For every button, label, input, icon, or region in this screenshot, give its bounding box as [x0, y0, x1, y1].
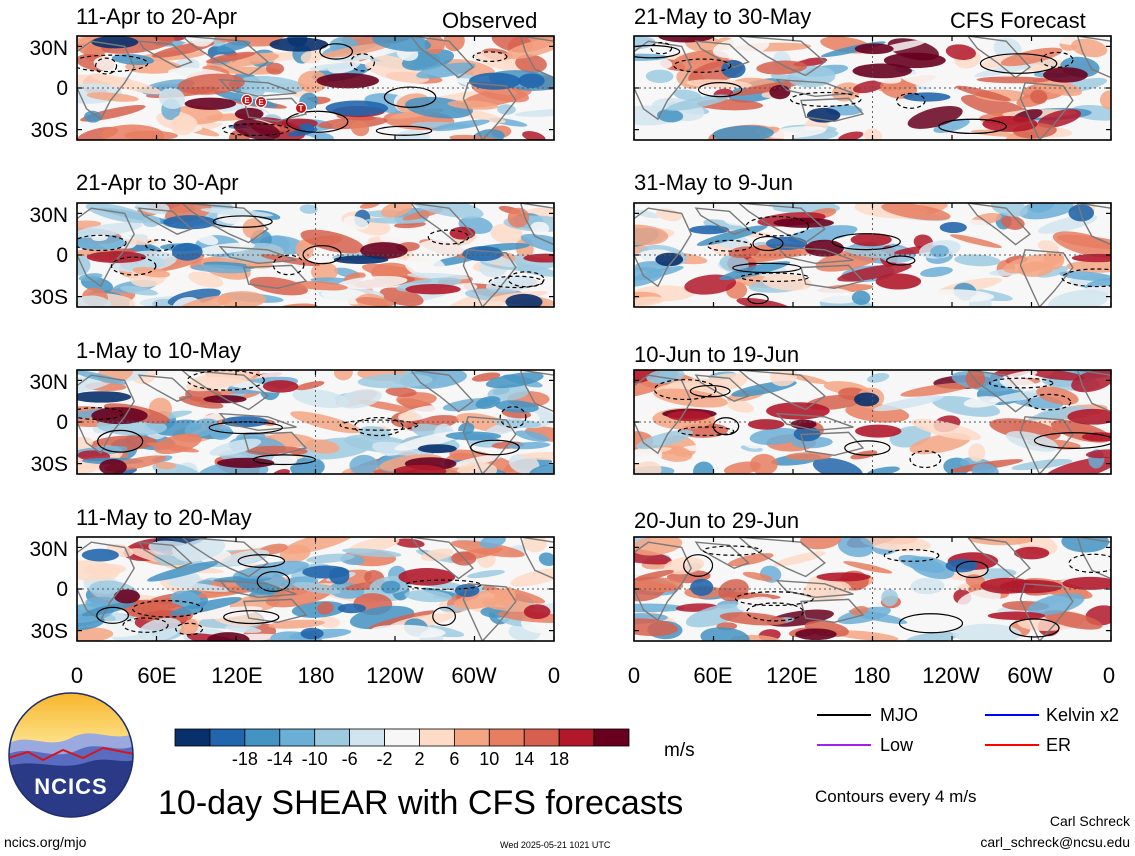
footer-author: Carl Schreck	[1049, 813, 1130, 829]
footer-email: carl_schreck@ncsu.edu	[980, 834, 1130, 850]
colorbar-label: -14	[266, 749, 293, 769]
colorbar-swatch	[349, 728, 385, 747]
panel-title-obs-4: 11-May to 20-May	[76, 505, 252, 530]
colorbar-swatch	[523, 728, 560, 747]
ylabel-p3-0: 0	[56, 411, 68, 434]
ylabel-p2-30s: 30S	[30, 286, 68, 309]
observed-label: Observed	[442, 8, 538, 33]
xlabel-left-0e: 0	[547, 663, 561, 688]
colorbar-label: 14	[514, 749, 535, 769]
footer-timestamp: Wed 2025-05-21 1021 UTC	[500, 840, 611, 850]
legend-line-low	[817, 744, 871, 746]
storm-marker: E	[255, 96, 267, 108]
map-panel-7	[634, 370, 1111, 474]
map-panel-4	[77, 537, 554, 641]
panel-title-obs-2: 21-Apr to 30-Apr	[76, 170, 239, 195]
colorbar-swatch	[488, 728, 525, 747]
colorbar-unit: m/s	[664, 740, 695, 761]
colorbar-label: -18	[231, 749, 258, 769]
ylabel-p4-30s: 30S	[30, 620, 68, 643]
ylabel-p4-0: 0	[56, 578, 68, 601]
xlabel-left-60w: 60W	[451, 663, 497, 688]
ylabel-p3-30s: 30S	[30, 453, 68, 476]
ylabel-p1-0: 0	[56, 77, 68, 100]
colorbar-swatch	[174, 728, 211, 747]
panel-title-obs-3: 1-May to 10-May	[76, 338, 242, 363]
xlabel-right-120w: 120W	[922, 663, 980, 688]
map-panel-5	[634, 36, 1111, 140]
ylabel-p2-30n: 30N	[29, 204, 68, 227]
map-panel-2	[77, 203, 554, 307]
map-panel-1	[77, 36, 554, 140]
colorbar-swatch	[244, 728, 281, 747]
map-panel-3	[77, 370, 554, 474]
legend-line-er	[985, 744, 1039, 746]
colorbar-label: -2	[376, 749, 393, 769]
ylabel-p2-0: 0	[56, 244, 68, 267]
footer-url: ncics.org/mjo	[4, 834, 87, 850]
ylabel-p4-30n: 30N	[29, 538, 68, 561]
xlabel-right-60e: 60E	[693, 663, 733, 688]
colorbar-label: -10	[301, 749, 328, 769]
xlabel-left-120w: 120W	[366, 663, 424, 688]
svg-text:E: E	[258, 98, 264, 107]
xlabel-left-60e: 60E	[137, 663, 177, 688]
xlabel-left-120e: 120E	[211, 663, 263, 688]
svg-text:T: T	[299, 104, 304, 113]
colorbar-swatch	[593, 728, 630, 747]
legend-line-kelvin	[985, 714, 1039, 716]
contour-note: Contours every 4 m/s	[815, 787, 977, 806]
legend-label-mjo: MJO	[880, 705, 918, 725]
colorbar-label: 18	[549, 749, 570, 769]
colorbar-label: 10	[479, 749, 500, 769]
panel-title-fc-3: 10-Jun to 19-Jun	[634, 342, 800, 367]
xlabel-right-180: 180	[853, 663, 891, 688]
colorbar-swatch	[558, 728, 595, 747]
colorbar-label: 2	[414, 749, 425, 769]
xlabel-right-120e: 120E	[766, 663, 818, 688]
map-panel-8	[634, 537, 1111, 641]
storm-marker: T	[295, 102, 307, 114]
xlabel-right-0: 0	[627, 663, 641, 688]
panel-title-fc-4: 20-Jun to 29-Jun	[634, 508, 800, 533]
colorbar-swatch	[279, 728, 316, 747]
xlabel-left-0: 0	[70, 663, 84, 688]
colorbar-label: -6	[341, 749, 358, 769]
panel-title-fc-2: 31-May to 9-Jun	[634, 170, 793, 195]
xlabel-left-180: 180	[297, 663, 335, 688]
logo-text: NCICS	[34, 774, 107, 799]
colorbar	[174, 728, 630, 747]
main-title: 10-day SHEAR with CFS forecasts	[158, 784, 684, 822]
panel-title-obs-1: 11-Apr to 20-Apr	[76, 4, 238, 29]
ylabel-p1-30n: 30N	[29, 37, 68, 60]
legend-line-mjo	[817, 714, 871, 716]
ylabel-p3-30n: 30N	[29, 371, 68, 394]
map-panels: E E T	[76, 35, 1112, 642]
colorbar-swatch	[314, 728, 351, 747]
xlabel-right-60w: 60W	[1007, 663, 1053, 688]
xlabel-right-0e: 0	[1102, 663, 1116, 688]
storm-marker: E	[241, 94, 253, 106]
map-panel-6	[634, 203, 1111, 307]
legend-label-er: ER	[1046, 735, 1072, 755]
colorbar-swatch	[384, 728, 420, 747]
legend-label-kelvin: Kelvin x2	[1046, 705, 1120, 725]
forecast-label: CFS Forecast	[950, 8, 1086, 33]
legend-label-low: Low	[880, 735, 914, 755]
svg-text:E: E	[244, 96, 250, 105]
colorbar-label: 6	[449, 749, 460, 769]
colorbar-swatch	[453, 728, 490, 747]
ylabel-p1-30s: 30S	[30, 119, 68, 142]
colorbar-swatch	[419, 728, 455, 747]
ncics-logo: NCICS	[8, 692, 134, 818]
panel-title-fc-1: 21-May to 30-May	[634, 4, 812, 29]
colorbar-swatch	[209, 728, 246, 747]
